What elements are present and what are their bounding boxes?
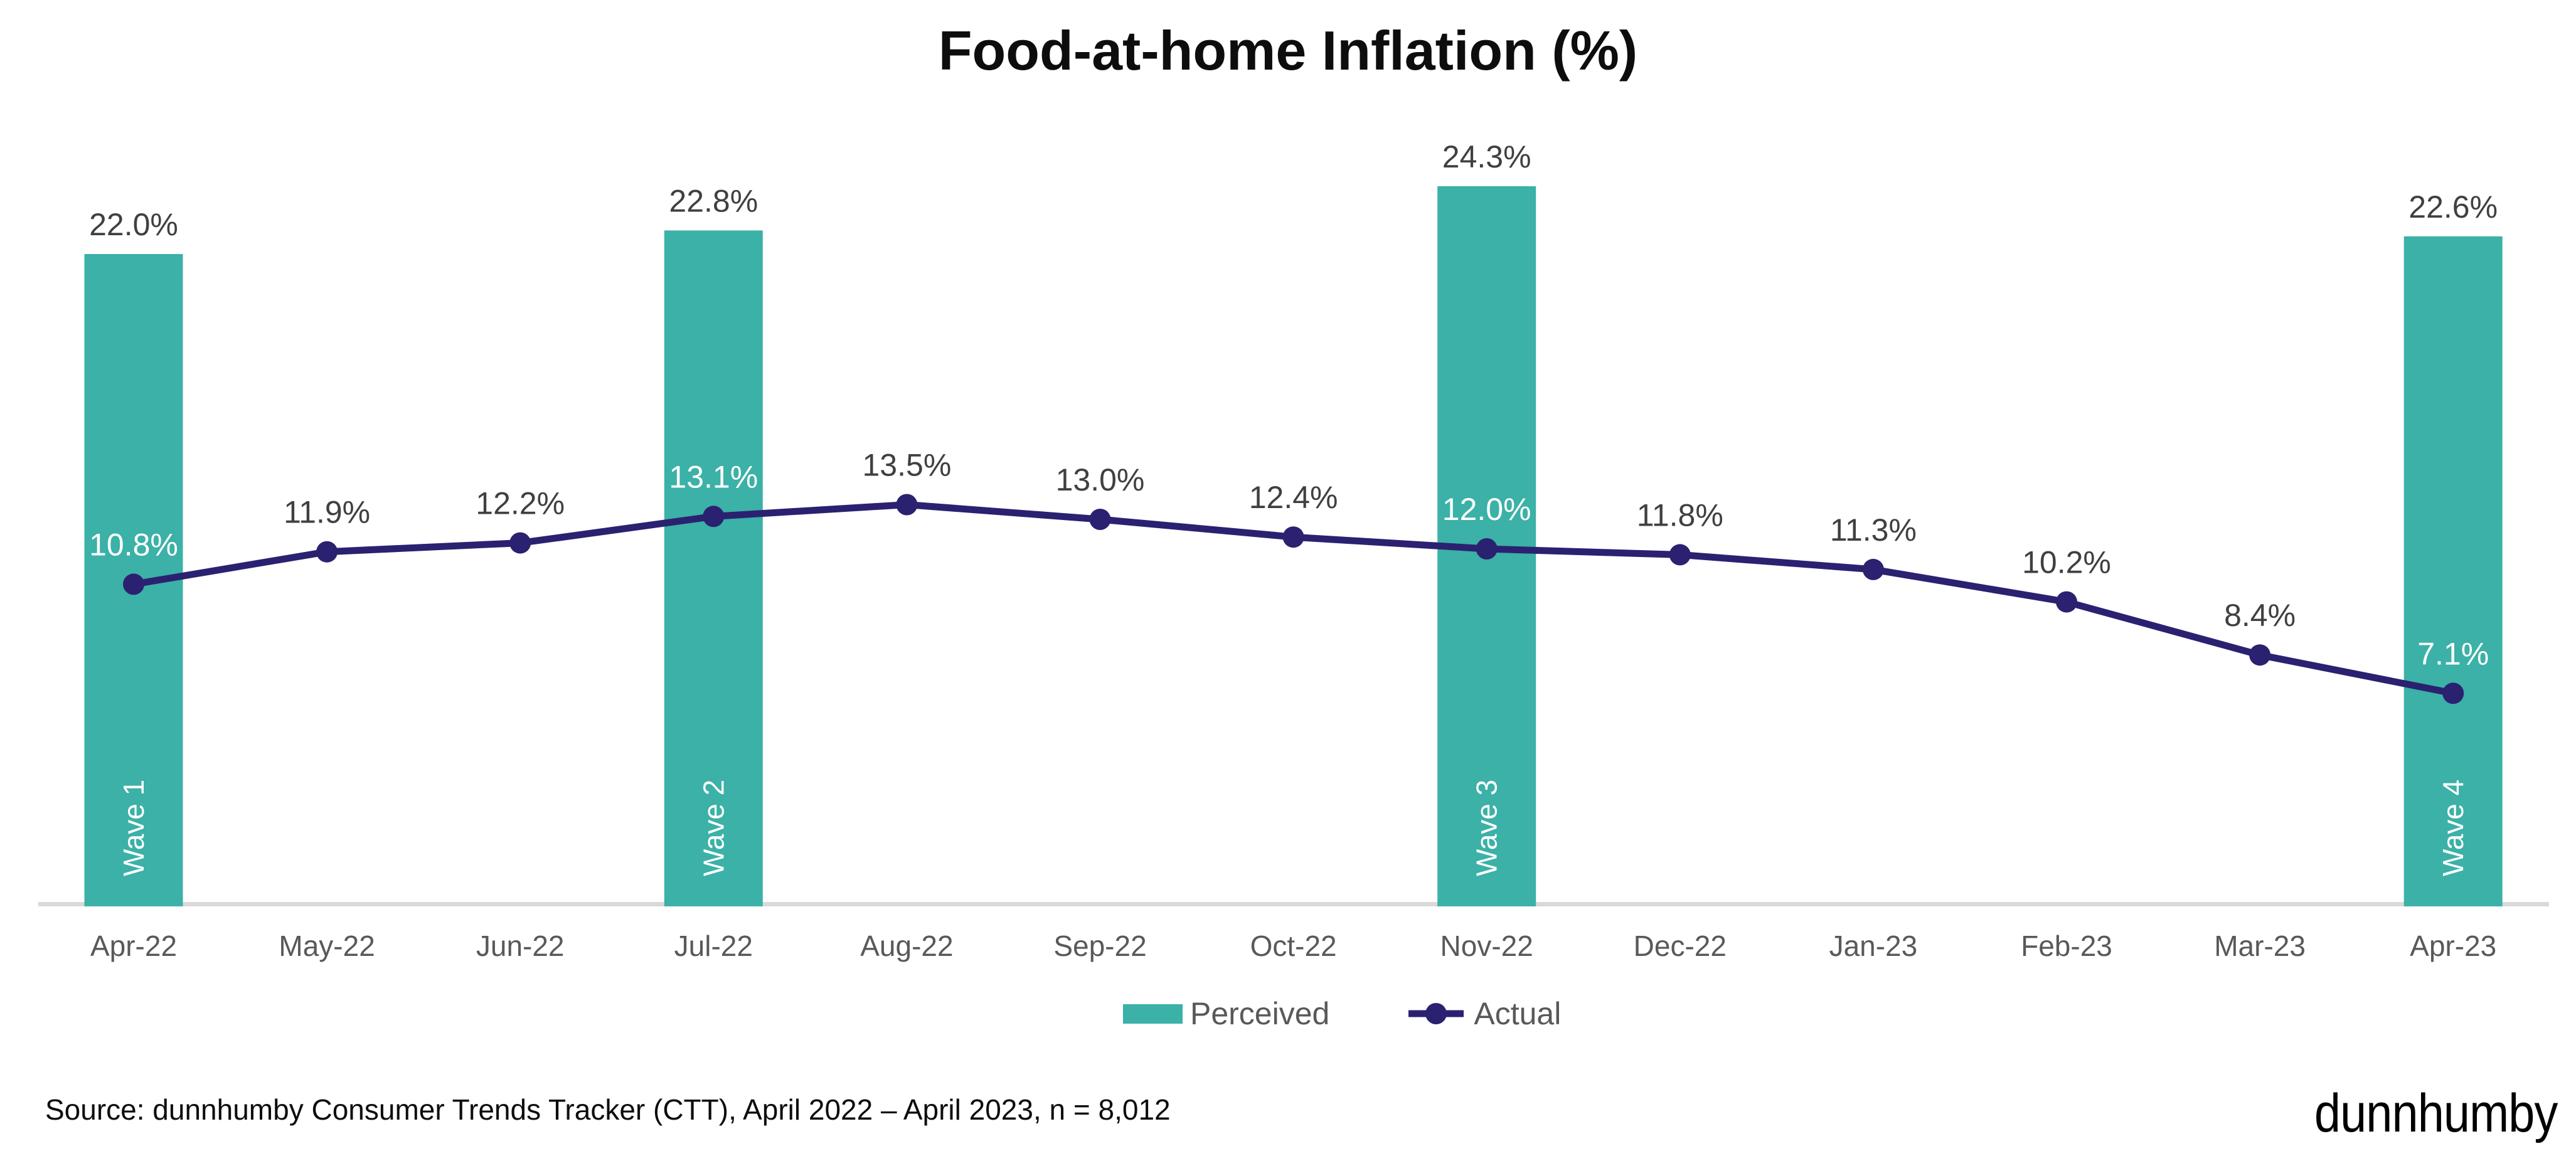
bar-value-label: 22.0% [89, 207, 178, 242]
combo-chart-plot: 22.0% Wave 1 22.8% Wave 2 24.3% Wave 3 22.6% Wa… [38, 139, 2549, 962]
line-point-label: 11.3% [1830, 512, 1917, 548]
line-point-label: 11.8% [1637, 497, 1723, 533]
x-axis-label: Oct-22 [1250, 930, 1337, 962]
line-point [703, 506, 725, 528]
bar-value-label: 22.6% [2408, 189, 2498, 225]
line-point-label: 12.2% [476, 486, 565, 521]
legend-label-actual: Actual [1474, 996, 1562, 1031]
line-point-label: 13.0% [1056, 462, 1145, 497]
brand-logo: dunnhumby [2314, 1083, 2557, 1143]
legend-dot-actual [1425, 1003, 1447, 1024]
legend-marker-actual [1408, 1003, 1464, 1024]
line-point [2056, 591, 2077, 613]
line-point-label: 13.5% [863, 448, 952, 483]
line-point-label: 7.1% [2417, 636, 2489, 671]
x-axis-label: Nov-22 [1440, 930, 1533, 962]
wave-annotation: Wave 2 [697, 780, 730, 876]
x-axis-label: Apr-22 [90, 930, 177, 962]
x-axis-label: Jul-22 [674, 930, 753, 962]
x-axis-label: May-22 [279, 930, 375, 962]
line-point-label: 12.4% [1249, 480, 1338, 515]
line-point-label: 13.1% [669, 459, 758, 494]
perceived-bar-wave-2 [664, 230, 763, 906]
x-axis-label: Jun-22 [476, 930, 565, 962]
x-axis-label: Sep-22 [1053, 930, 1146, 962]
x-axis-label: Apr-23 [2410, 930, 2496, 962]
line-point [1089, 509, 1111, 530]
line-point-label: 11.9% [284, 495, 370, 530]
x-axis-line [38, 902, 2549, 906]
perceived-bar-wave-4 [2403, 236, 2503, 906]
chart-title: Food-at-home Inflation (%) [938, 19, 1638, 82]
x-axis-label: Dec-22 [1634, 930, 1727, 962]
line-point [509, 532, 531, 554]
wave-annotation: Wave 3 [1471, 780, 1503, 876]
legend: Perceived Actual [1123, 996, 1562, 1031]
x-axis-label: Aug-22 [860, 930, 953, 962]
x-axis-label: Mar-23 [2214, 930, 2306, 962]
line-point-label: 10.2% [2022, 545, 2111, 580]
line-point [1669, 544, 1691, 566]
x-axis-label: Feb-23 [2021, 930, 2112, 962]
line-point [1476, 538, 1498, 560]
wave-annotation: Wave 1 [117, 780, 150, 876]
line-point [1862, 558, 1884, 580]
line-point [316, 541, 338, 563]
wave-annotation: Wave 4 [2437, 780, 2469, 876]
line-point [896, 494, 918, 516]
line-point-label: 8.4% [2224, 598, 2296, 633]
legend-swatch-perceived [1123, 1004, 1183, 1024]
line-point-label: 12.0% [1442, 492, 1531, 527]
source-note: Source: dunnhumby Consumer Trends Tracke… [45, 1093, 1171, 1126]
bar-value-label: 24.3% [1442, 139, 1531, 174]
x-axis-label: Jan-23 [1829, 930, 1918, 962]
line-point [2442, 682, 2464, 704]
line-point [123, 573, 144, 595]
line-point [1282, 526, 1304, 548]
bar-value-label: 22.8% [669, 183, 758, 218]
line-point [2249, 644, 2271, 666]
legend-label-perceived: Perceived [1190, 996, 1330, 1031]
line-point-label: 10.8% [89, 527, 178, 562]
